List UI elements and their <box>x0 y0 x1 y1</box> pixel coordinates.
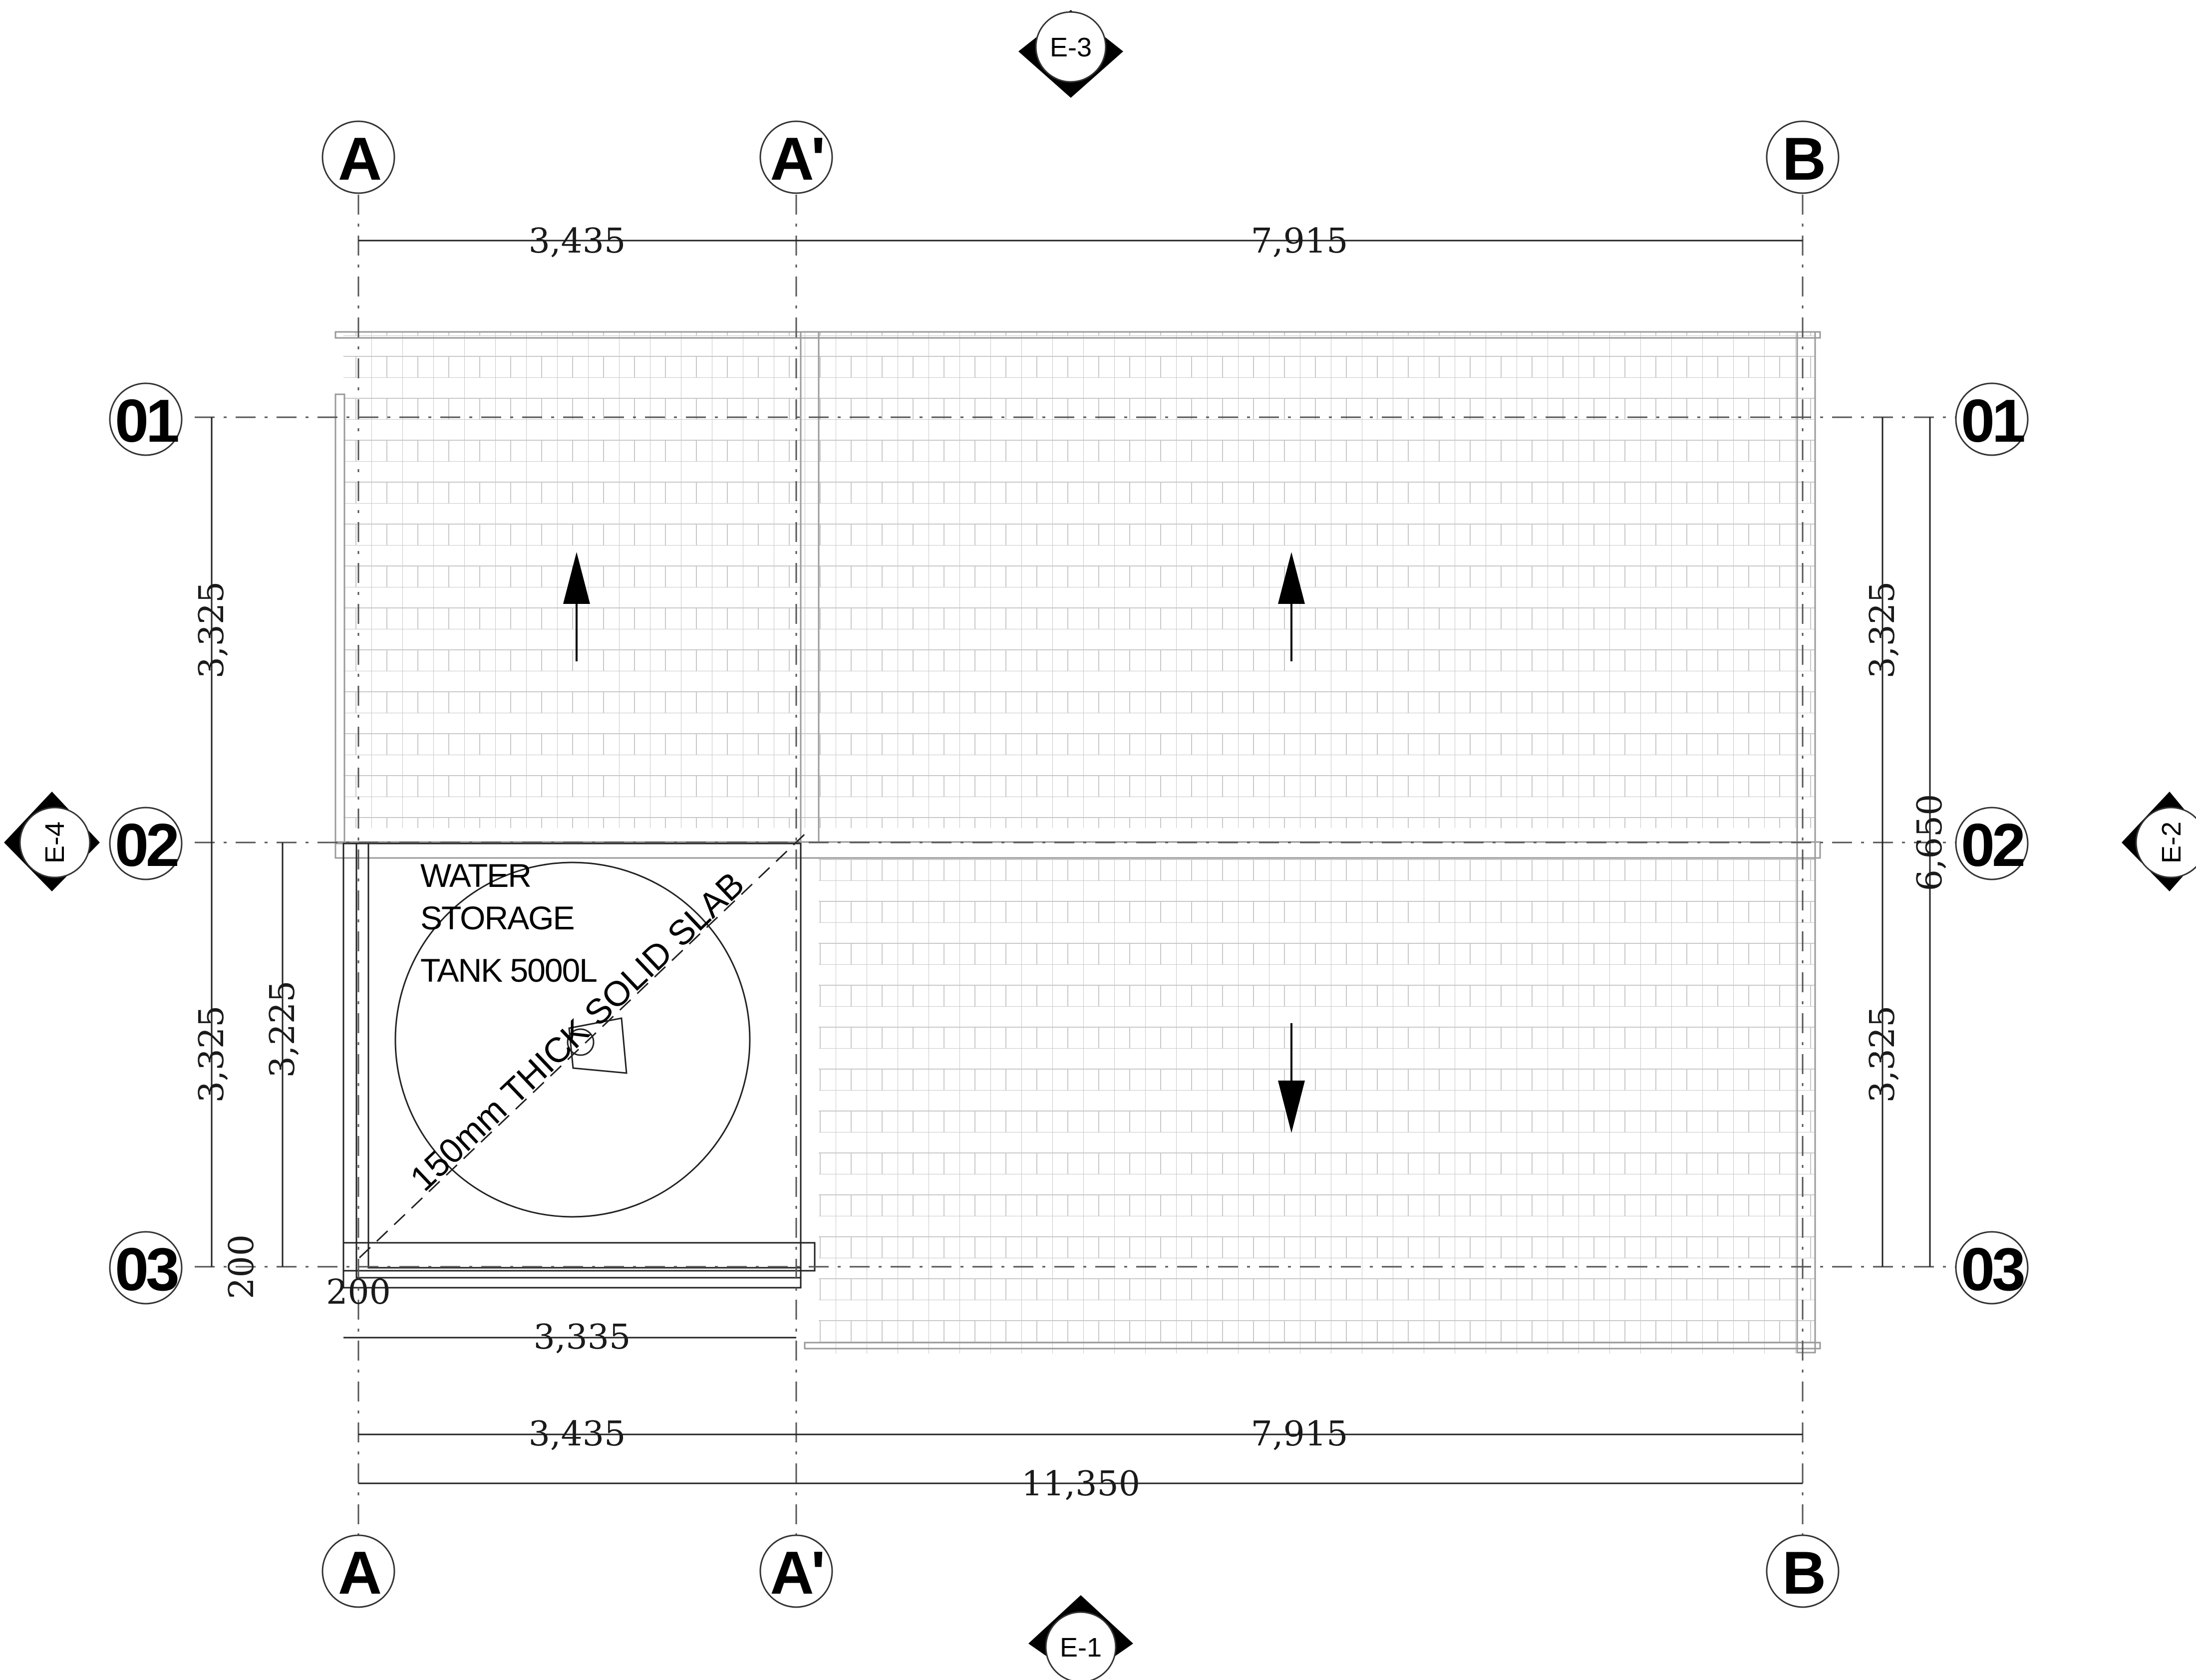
elevation-marker-top <box>1035 11 1107 83</box>
tank-slab: WATER STORAGE TANK 5000L 150mm THICK SOL… <box>342 828 816 1289</box>
slab-diagonal <box>358 828 812 1259</box>
grid-label-a-bottom: A <box>338 1539 380 1607</box>
dim-left-corner-y: 200 <box>222 1234 262 1299</box>
grid-label-a1-bottom: A' <box>770 1539 822 1607</box>
grid-lines <box>195 195 1997 1537</box>
dim-right-02-03: 3,325 <box>1863 1006 1902 1103</box>
grid-bubble-b-top <box>1766 120 1840 194</box>
grid-bubble-03-right <box>1955 1231 2029 1305</box>
dim-corner-x: 200 <box>326 1273 391 1312</box>
roof-top-edge <box>334 331 1821 339</box>
tank-note-line2: STORAGE <box>420 899 574 936</box>
roof-slope-arrows <box>563 552 1305 1133</box>
tank-hatch <box>568 1017 627 1074</box>
slab-parapet <box>355 843 801 1279</box>
dim-top-a1-b: 7,915 <box>1251 222 1348 261</box>
elevation-marker-bottom <box>1045 1611 1117 1680</box>
slab-outline <box>342 842 802 1289</box>
grid-label-02-left: 02 <box>115 811 177 879</box>
grid-bubble-a-top <box>321 120 395 194</box>
dim-tank-width: 3,335 <box>534 1318 631 1357</box>
elevation-label-top: E-3 <box>1050 32 1092 62</box>
grid-label-a1-top: A' <box>770 125 822 193</box>
roof-ridge <box>334 841 1821 859</box>
grid-label-02-right: 02 <box>1961 811 2023 879</box>
dimension-texts: 3,435 7,915 3,435 7,915 11,350 3,335 200… <box>192 222 1950 1504</box>
grid-label-b-top: B <box>1782 125 1824 193</box>
grid-label-03-left: 03 <box>115 1235 178 1303</box>
dim-top-a-a1: 3,435 <box>529 222 626 261</box>
elevation-marker-right <box>2135 807 2196 878</box>
column-grid-bubbles: A A' B A A' B <box>321 120 1840 1608</box>
tank-inlet <box>567 1028 595 1056</box>
elevation-label-left: E-4 <box>40 822 70 863</box>
tank-note-line1: WATER <box>420 857 531 894</box>
roof-bottom-edge <box>804 1342 1821 1350</box>
elevation-label-right: E-2 <box>2157 822 2187 863</box>
grid-bubble-a-bottom <box>321 1534 395 1608</box>
grid-bubble-02-right <box>1955 807 2029 880</box>
dim-left-02-03: 3,325 <box>192 1006 232 1103</box>
dim-bottom-a1-b: 7,915 <box>1251 1414 1348 1454</box>
grid-bubble-01-right <box>1955 382 2029 456</box>
dim-left-01-02: 3,325 <box>192 581 232 679</box>
grid-bubble-01-left <box>109 382 183 456</box>
slab-upstand <box>342 1242 816 1272</box>
roof-area-a1-b-01-02 <box>819 332 1815 828</box>
tank-note-line3: TANK 5000L <box>420 952 597 989</box>
dim-bottom-total: 11,350 <box>1021 1464 1140 1504</box>
grid-bubble-b-bottom <box>1766 1534 1840 1608</box>
elevation-markers: E-3 E-1 E-4 E-2 <box>4 10 2196 1680</box>
slope-arrow-head-2 <box>1278 552 1305 604</box>
dim-right-01-02: 3,325 <box>1863 581 1902 679</box>
water-tank-circle <box>394 861 751 1218</box>
dimension-lines <box>211 240 1931 1484</box>
grid-bubble-03-left <box>109 1231 183 1305</box>
dim-left-tank-height: 3,225 <box>263 981 303 1078</box>
roof-left-edge <box>334 393 345 844</box>
elevation-label-bottom: E-1 <box>1060 1633 1102 1663</box>
elevation-marker-left <box>19 807 91 878</box>
grid-label-b-bottom: B <box>1782 1539 1824 1607</box>
grid-label-a-top: A <box>338 125 380 193</box>
slope-arrow-head-3 <box>1278 1081 1305 1133</box>
grid-bubble-a1-bottom <box>759 1534 833 1608</box>
row-grid-bubbles: 01 02 03 01 02 03 <box>109 382 2029 1305</box>
grid-label-01-right: 01 <box>1961 387 2024 455</box>
grid-label-03-right: 03 <box>1961 1235 2024 1303</box>
grid-label-01-left: 01 <box>115 387 178 455</box>
slope-arrow-head-1 <box>563 552 590 604</box>
grid-bubble-02-left <box>109 807 183 880</box>
dim-bottom-a-a1: 3,435 <box>529 1414 626 1454</box>
roof-tiles <box>334 331 1821 1354</box>
grid-bubble-a1-top <box>759 120 833 194</box>
roof-area-a1-b-02-03 <box>819 857 1815 1354</box>
dim-right-total: 6,650 <box>1910 794 1950 891</box>
